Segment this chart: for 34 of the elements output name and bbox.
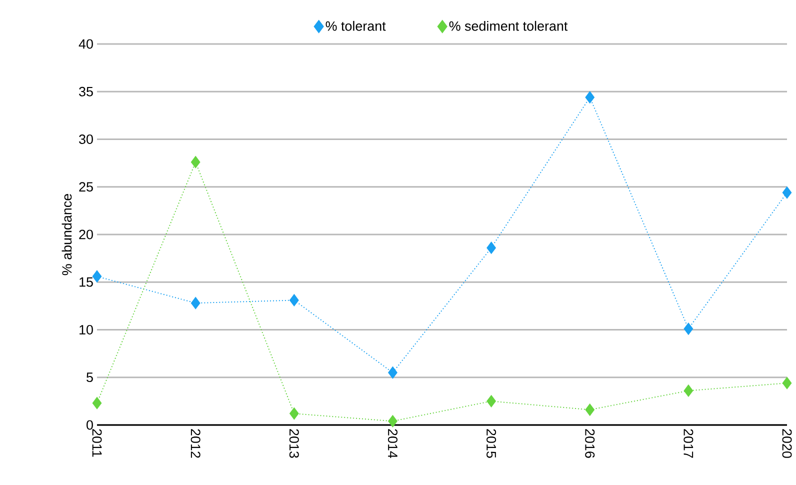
point <box>684 322 694 335</box>
point <box>190 297 200 310</box>
x-tick-label: 2020 <box>782 429 792 458</box>
point <box>684 384 694 397</box>
x-tick-label: 2015 <box>486 429 496 458</box>
point <box>92 270 102 282</box>
legend-label: % tolerant <box>326 20 386 31</box>
y-tick-label: 35 <box>79 86 93 96</box>
y-axis-title: % abundance <box>62 194 72 276</box>
y-tick-label: 15 <box>80 277 93 287</box>
point <box>388 366 398 379</box>
x-tick-label: 2013 <box>289 429 299 458</box>
y-tick-label: 40 <box>78 39 93 49</box>
point <box>486 395 496 408</box>
y-tick-label: 20 <box>79 230 93 240</box>
legend-label: % sediment tolerant <box>449 20 568 31</box>
point <box>92 397 102 410</box>
x-tick-label: 2014 <box>388 429 398 458</box>
y-tick-label: 30 <box>79 134 93 144</box>
x-tick-label: 2017 <box>684 429 694 458</box>
point <box>585 404 594 416</box>
point <box>388 415 398 428</box>
x-tick-label: 2012 <box>190 429 200 458</box>
x-tick-label: 2016 <box>585 429 595 458</box>
y-tick-label: 5 <box>86 372 93 382</box>
point <box>190 156 200 168</box>
point <box>290 294 299 306</box>
y-tick-label: 25 <box>79 182 93 192</box>
point <box>290 408 299 420</box>
point <box>585 91 594 104</box>
y-tick-label: 10 <box>80 324 93 334</box>
y-tick-label: 0 <box>86 420 93 430</box>
x-tick-label: 2011 <box>92 429 102 457</box>
point <box>486 242 496 254</box>
